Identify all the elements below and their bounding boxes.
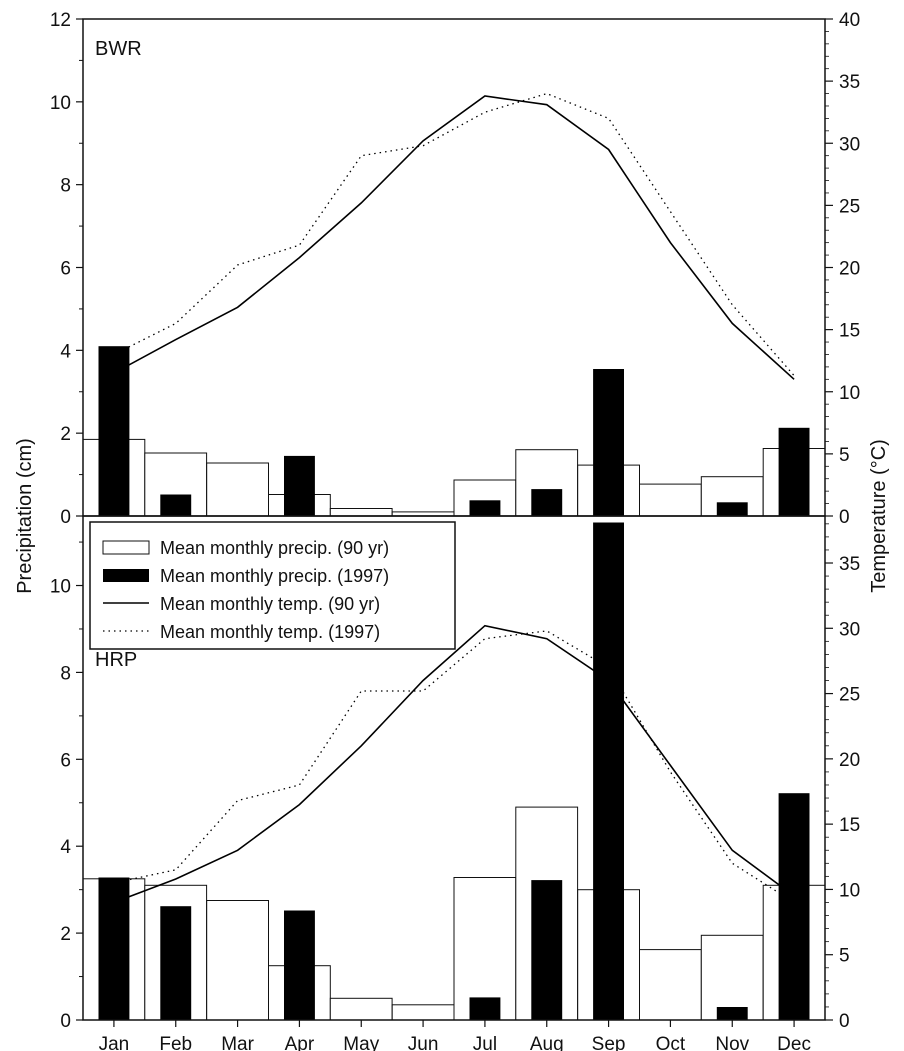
- bar-90yr-hrp-may: [329, 997, 393, 1021]
- bar-1997-bwr-nov: [716, 502, 748, 516]
- y2-tick-label-hrp-15: 15: [839, 815, 860, 836]
- legend-label-temp-90yr: Mean monthly temp. (90 yr): [160, 594, 380, 614]
- y-tick-label-hrp-2: 2: [60, 924, 71, 945]
- y-tick-label-hrp-10: 10: [50, 577, 71, 598]
- legend-box: [89, 521, 456, 650]
- y2-tick-label-bwr-15: 15: [839, 321, 860, 342]
- bar-1997-hrp-dec: [778, 793, 810, 1020]
- x-tick-label-feb: Feb: [159, 1034, 192, 1051]
- legend-label-precip-1997: Mean monthly precip. (1997): [160, 566, 389, 586]
- legend-label-temp-1997: Mean monthly temp. (1997): [160, 622, 380, 642]
- y2-tick-label-bwr-40: 40: [839, 10, 860, 31]
- panels-layer: 2 4 6 8 10 12 0 0 5 10 15 20 25 30 35 40 BWR 0 2 4 6 8 10 0 5 10 1…: [50, 10, 860, 1051]
- y-tick-label-bwr-2: 2: [60, 424, 71, 445]
- x-tick-label-dec: Dec: [777, 1034, 811, 1051]
- x-tick-label-may: May: [343, 1034, 379, 1051]
- bar-1997-bwr-jul: [469, 500, 501, 516]
- temp-line-90yr-hrp: [113, 624, 795, 904]
- y-tick-label-bwr-8: 8: [60, 176, 71, 197]
- temp-line-90yr-bwr: [113, 95, 795, 380]
- y2-tick-label-bwr-0: 0: [839, 507, 850, 528]
- bar-1997-bwr-jan: [98, 346, 130, 516]
- y-tick-label-hrp-6: 6: [60, 750, 71, 771]
- y2-tick-label-hrp-30: 30: [839, 619, 860, 640]
- y-tick-label-bwr-12: 12: [50, 10, 71, 31]
- y2-tick-label-hrp-20: 20: [839, 750, 860, 771]
- y-tick-label-hrp-4: 4: [60, 837, 71, 858]
- panel-hrp: 0 2 4 6 8 10 0 5 10 15 20 25 30 35 HRP: [50, 515, 860, 1032]
- temp-line-1997-hrp: [113, 630, 795, 904]
- bar-1997-hrp-apr: [284, 910, 315, 1020]
- bar-1997-hrp-nov: [716, 1007, 748, 1020]
- y-tick-label-bwr-6: 6: [60, 259, 71, 280]
- y-axis-title: Precipitation (cm): [14, 438, 36, 594]
- y2-axis-title: Temperature (°C): [868, 439, 890, 593]
- panel-frame-bwr: [82, 18, 826, 517]
- bar-90yr-bwr-may: [329, 508, 393, 517]
- x-tick-label-jan: Jan: [99, 1034, 130, 1051]
- legend-label-precip-90yr: Mean monthly precip. (90 yr): [160, 538, 389, 558]
- panel-label-bwr: BWR: [95, 38, 142, 60]
- panel-frame-hrp: [82, 515, 826, 1021]
- legend-swatch-precip-1997: [103, 569, 149, 582]
- panel-bwr: 2 4 6 8 10 12 0 0 5 10 15 20 25 30 35 40 BWR: [50, 10, 860, 528]
- temp-line-1997-bwr: [113, 92, 795, 377]
- y2-tick-label-bwr-10: 10: [839, 383, 860, 404]
- legend-swatch-precip-90yr: [102, 540, 150, 555]
- x-tick-label-sep: Sep: [592, 1034, 626, 1051]
- x-tick-label-mar: Mar: [221, 1034, 254, 1051]
- legend: Mean monthly precip. (90 yr) Mean monthl…: [89, 521, 456, 650]
- bar-90yr-hrp-oct: [639, 949, 702, 1021]
- bar-90yr-hrp-mar: [206, 900, 269, 1021]
- bar-1997-hrp-feb: [160, 906, 192, 1020]
- bar-1997-hrp-aug: [531, 880, 563, 1020]
- x-tick-label-oct: Oct: [656, 1034, 686, 1051]
- bar-1997-bwr-sep: [593, 369, 624, 516]
- y2-tick-label-hrp-10: 10: [839, 880, 860, 901]
- bar-1997-bwr-aug: [531, 489, 563, 516]
- y2-tick-label-hrp-25: 25: [839, 685, 860, 706]
- y-tick-label-bwr-4: 4: [60, 341, 71, 362]
- bar-1997-hrp-jul: [469, 997, 501, 1020]
- y2-tick-label-bwr-25: 25: [839, 196, 860, 217]
- y2-tick-label-bwr-35: 35: [839, 72, 860, 93]
- y2-tick-label-bwr-30: 30: [839, 134, 860, 155]
- x-tick-label-jun: Jun: [408, 1034, 439, 1051]
- y-tick-label-hrp-0: 0: [60, 1011, 71, 1032]
- y-tick-label-hrp-8: 8: [60, 663, 71, 684]
- bar-90yr-bwr-mar: [206, 462, 269, 517]
- panel-label-hrp: HRP: [95, 649, 137, 671]
- bar-1997-bwr-feb: [160, 494, 192, 516]
- y-tick-label-bwr-10: 10: [50, 93, 71, 114]
- y-tick-label-bwr-0: 0: [60, 507, 71, 528]
- y2-tick-label-hrp-5: 5: [839, 946, 850, 967]
- x-tick-label-jul: Jul: [473, 1034, 497, 1051]
- bar-1997-hrp-jan: [98, 877, 130, 1020]
- x-tick-label-nov: Nov: [715, 1034, 749, 1051]
- bar-90yr-bwr-oct: [639, 483, 702, 517]
- bar-90yr-hrp-jun: [391, 1004, 455, 1021]
- bar-1997-bwr-dec: [778, 427, 810, 516]
- x-tick-label-aug: Aug: [530, 1034, 564, 1051]
- x-tick-label-apr: Apr: [285, 1034, 315, 1051]
- y2-tick-label-bwr-5: 5: [839, 445, 850, 466]
- bar-1997-bwr-apr: [284, 455, 315, 516]
- bar-1997-hrp-sep: [593, 522, 624, 1020]
- y2-tick-label-hrp-0: 0: [839, 1011, 850, 1032]
- y2-tick-label-hrp-35: 35: [839, 554, 860, 575]
- y2-tick-label-bwr-20: 20: [839, 259, 860, 280]
